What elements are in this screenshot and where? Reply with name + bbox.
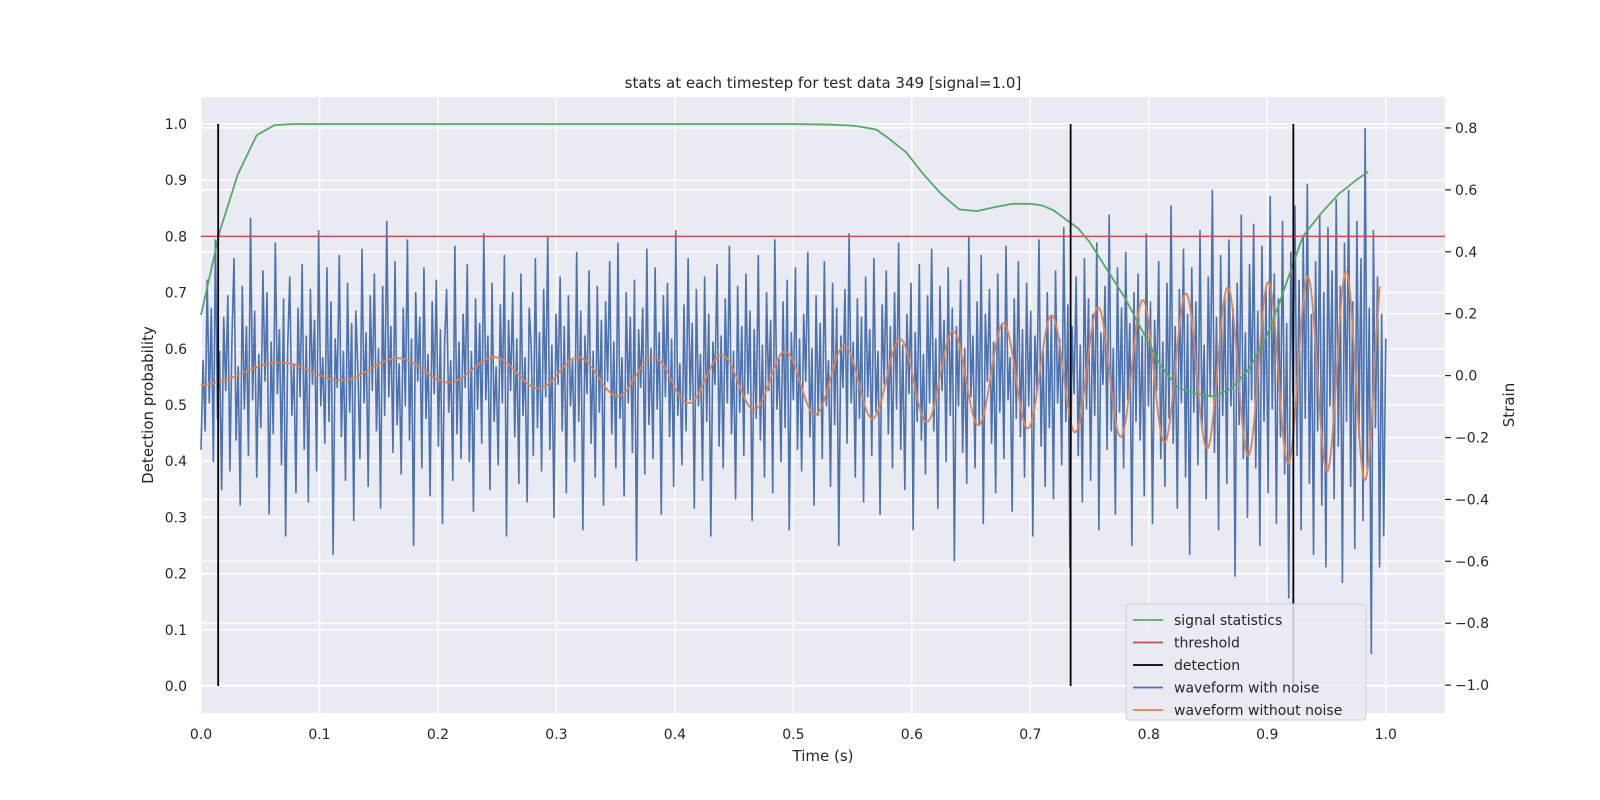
x-tick-label: 0.9 (1256, 727, 1278, 743)
right-tick-label: 0.2 (1455, 307, 1477, 323)
x-tick-label: 0.3 (545, 727, 567, 743)
x-tick-label: 0.4 (664, 727, 686, 743)
right-tick-label: 0.8 (1455, 121, 1477, 137)
legend-label-signal-statistics: signal statistics (1174, 613, 1282, 629)
left-tick-label: 0.1 (165, 623, 187, 639)
left-axis-label: Detection probability (139, 326, 157, 484)
x-tick-label: 0.8 (1138, 727, 1160, 743)
x-tick-label: 0.0 (190, 727, 212, 743)
right-axis-ticks: −1.0 −0.8 −0.6 −0.4 −0.2 0.0 0.2 0.4 0.6 0.8 (1445, 121, 1489, 694)
right-tick-label: −1.0 (1455, 678, 1489, 694)
left-tick-label: 0.2 (165, 567, 187, 583)
left-tick-label: 0.4 (165, 454, 187, 470)
series-waveform-without-noise (200, 270, 1381, 482)
right-tick-label: −0.8 (1455, 616, 1489, 632)
x-axis-ticks: 0.0 0.1 0.2 0.3 0.4 0.5 0.6 0.7 0.8 0.9 1.0 (190, 727, 1397, 743)
x-tick-label: 0.1 (308, 727, 330, 743)
left-tick-label: 0.5 (165, 398, 187, 414)
x-tick-label: 0.6 (901, 727, 923, 743)
series-layer (200, 123, 1445, 687)
legend-label-waveform-without-noise: waveform without noise (1174, 703, 1342, 719)
x-tick-label: 0.7 (1019, 727, 1041, 743)
legend-label-waveform-with-noise: waveform with noise (1174, 681, 1319, 697)
legend-label-detection: detection (1174, 658, 1240, 674)
chart-title: stats at each timestep for test data 349… (625, 74, 1022, 92)
right-axis-label: Strain (1500, 383, 1518, 427)
series-waveform-with-noise (200, 127, 1387, 655)
left-tick-label: 0.3 (165, 510, 187, 526)
legend: signal statistics threshold detection wavef… (1125, 603, 1367, 721)
right-tick-label: 0.4 (1455, 245, 1477, 261)
left-tick-label: 0.9 (165, 173, 187, 189)
x-tick-label: 1.0 (1375, 727, 1397, 743)
legend-box (1125, 603, 1367, 721)
left-axis-ticks: 0.0 0.1 0.2 0.3 0.4 0.5 0.6 0.7 0.8 0.9 1.0 (165, 117, 187, 695)
x-tick-label: 0.5 (782, 727, 804, 743)
left-tick-label: 0.8 (165, 229, 187, 245)
legend-label-threshold: threshold (1174, 636, 1240, 652)
left-tick-label: 0.0 (165, 679, 187, 695)
right-tick-label: 0.6 (1455, 183, 1477, 199)
right-tick-label: −0.2 (1455, 431, 1489, 447)
left-tick-label: 0.6 (165, 342, 187, 358)
right-tick-label: −0.4 (1455, 492, 1489, 508)
x-axis-label: Time (s) (792, 747, 854, 765)
legend-items: signal statistics threshold detection wavef… (1133, 613, 1342, 719)
right-tick-label: 0.0 (1455, 369, 1477, 385)
right-tick-label: −0.6 (1455, 554, 1489, 570)
left-tick-label: 1.0 (165, 117, 187, 133)
x-tick-label: 0.2 (427, 727, 449, 743)
series-signal-statistics (200, 123, 1369, 398)
left-tick-label: 0.7 (165, 286, 187, 302)
